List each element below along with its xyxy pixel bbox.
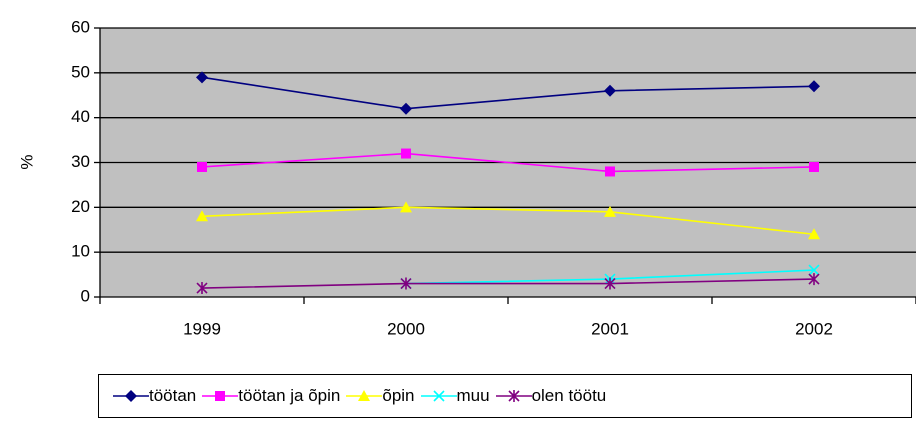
x-tick-label: 2002: [795, 319, 833, 338]
series-line-4: [201, 278, 815, 289]
legend-item: õpin: [346, 386, 415, 406]
data-point-marker: [604, 277, 616, 290]
series-1: [197, 148, 819, 177]
legend-item: töötan: [113, 386, 196, 406]
y-tick-labels: 0 10 20 30 40 50 60: [71, 17, 90, 305]
data-point-marker: [808, 80, 820, 93]
y-tick-label: 10: [71, 242, 90, 261]
y-tick-label: 30: [71, 152, 90, 171]
data-point-marker: [808, 273, 820, 286]
y-tick-label: 60: [71, 17, 90, 36]
x-tick-label: 2000: [387, 319, 425, 338]
legend-label: õpin: [382, 386, 415, 405]
series-line-2: [201, 206, 815, 236]
series-0: [196, 71, 820, 115]
legend-swatch-marker: [432, 390, 445, 402]
x-tick-label: 1999: [183, 319, 221, 338]
data-point-marker: [196, 282, 208, 295]
x-tick-labels: 1999 2000 2001 2002: [183, 319, 833, 338]
y-tick-label: 40: [71, 107, 90, 126]
y-tick-label: 0: [81, 286, 90, 305]
series-4: [196, 273, 820, 295]
y-tick-label: 20: [71, 197, 90, 216]
data-point-marker: [196, 71, 208, 84]
legend-swatch-marker: [358, 390, 371, 401]
series-lines: [196, 71, 820, 295]
data-point-marker: [808, 228, 820, 240]
legend-label: muu: [456, 386, 490, 405]
data-point-marker: [808, 264, 820, 276]
data-point-marker: [809, 161, 819, 172]
series-line-1: [201, 152, 815, 173]
data-point-marker: [400, 102, 412, 115]
legend: töötan töötan ja õpin õpin muu olen töötu: [98, 374, 912, 418]
x-tick-label: 2001: [591, 319, 629, 338]
data-point-marker: [605, 166, 615, 177]
series-2: [196, 201, 820, 240]
legend-label: töötan ja õpin: [238, 386, 341, 405]
y-axis-label: %: [17, 154, 36, 169]
data-point-marker: [400, 201, 412, 213]
legend-swatch-marker: [215, 391, 226, 401]
legend-swatch: [346, 390, 383, 401]
y-tick-label: 50: [71, 62, 90, 81]
data-point-marker: [604, 84, 616, 97]
legend-label: olen töötu: [531, 386, 607, 405]
axes: [99, 28, 916, 304]
legend-swatch: [113, 390, 149, 402]
data-point-marker: [401, 148, 411, 159]
legend-item: muu: [420, 386, 490, 406]
legend-item: töötan ja õpin: [202, 386, 340, 406]
legend-swatch-marker: [125, 390, 137, 402]
data-point-marker: [400, 277, 412, 290]
legend-item: olen töötu: [495, 386, 607, 406]
legend-swatch: [495, 390, 532, 402]
data-point-marker: [197, 161, 207, 172]
series-line-0: [201, 76, 815, 110]
data-point-marker: [196, 210, 208, 222]
legend-swatch: [420, 390, 457, 402]
legend-swatch-marker: [508, 390, 520, 402]
data-point-marker: [604, 205, 616, 217]
legend-label: töötan: [149, 386, 197, 405]
legend-swatch: [202, 391, 239, 401]
